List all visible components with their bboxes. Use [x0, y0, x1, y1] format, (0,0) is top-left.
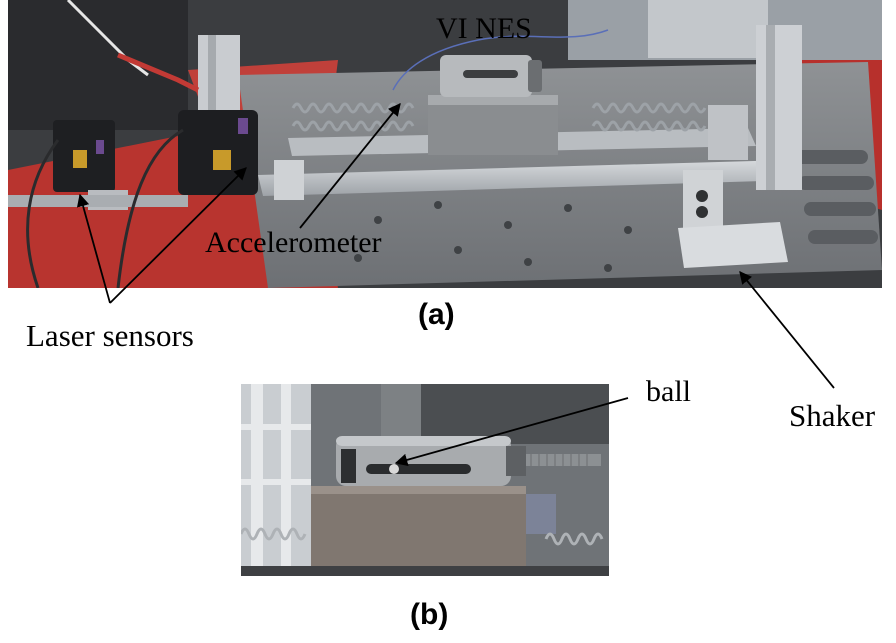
- label-shaker: Shaker: [789, 398, 876, 433]
- label-laser-sensors: Laser sensors: [26, 318, 194, 353]
- arrow-shaker: [739, 271, 835, 389]
- label-vines: VI NES: [436, 12, 532, 45]
- label-ball: ball: [646, 375, 691, 408]
- caption-a: (a): [418, 298, 455, 331]
- photo-b-illustration: [241, 384, 609, 576]
- photo-a-experimental-setup: [8, 0, 882, 288]
- caption-b: (b): [410, 598, 449, 631]
- photo-a-illustration: [8, 0, 882, 288]
- photo-b-nes-closeup: [241, 384, 609, 576]
- label-accelerometer: Accelerometer: [205, 226, 382, 259]
